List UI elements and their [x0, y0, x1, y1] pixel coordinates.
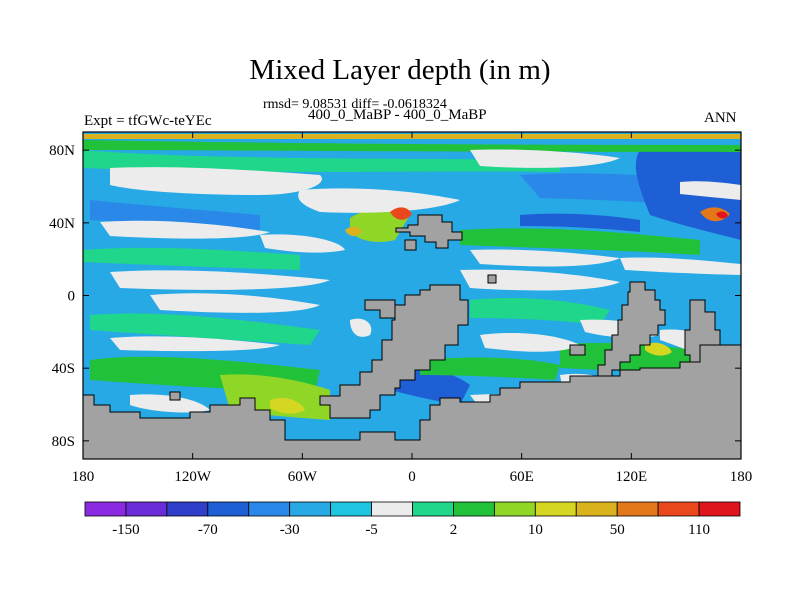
rmsd-diff-stats: rmsd= 9.08531 diff= -0.0618324 [263, 97, 447, 112]
land-small-island [404, 239, 417, 251]
x-tick-label: 60E [510, 469, 534, 485]
colorbar-swatch [207, 501, 250, 517]
atlantic-yellow [345, 226, 362, 236]
colorbar-swatch [125, 501, 168, 517]
colorbar-swatch [534, 501, 577, 517]
colorbar-label: -150 [112, 522, 140, 538]
colorbar-swatch [330, 501, 372, 517]
map-field [83, 132, 741, 459]
colorbar-swatch [453, 501, 495, 517]
colorbar-swatch [371, 501, 413, 517]
x-axis: 180 120W 60W 0 60E 120E 180 [72, 132, 753, 485]
colorbar-swatch [412, 501, 454, 517]
north-green-band [83, 150, 560, 172]
colorbar-label: 50 [610, 522, 625, 538]
mid-pacific-green [460, 228, 700, 255]
kuroshio-blue [520, 213, 640, 232]
colorbar-label: 110 [688, 522, 710, 538]
colorbar-label: -70 [198, 522, 218, 538]
colorbar-swatch [166, 501, 209, 517]
north-band-blue [90, 200, 260, 230]
land-tiny-island [487, 274, 497, 284]
x-tick-label: 120W [174, 469, 212, 485]
colorbar-label: -5 [365, 522, 378, 538]
southern-yellow [270, 398, 305, 414]
land-europe-mass [395, 214, 463, 249]
colorbar-swatch [84, 501, 127, 517]
x-tick-label: 60W [288, 469, 318, 485]
x-tick-label: 180 [72, 469, 95, 485]
colorbar: -150 -70 -30 -5 2 10 50 110 [84, 501, 741, 538]
colorbar-swatch [248, 501, 291, 517]
colorbar-swatch [657, 501, 700, 517]
y-tick-label: 40N [49, 216, 75, 232]
arctic-green-band [83, 140, 741, 152]
land-small-east-island [569, 344, 586, 356]
colorbar-swatch [698, 501, 741, 517]
colorbar-swatch [575, 501, 618, 517]
colorbar-label: -30 [280, 522, 300, 538]
land-antarctica [83, 344, 741, 459]
land-southern-continent-arm [319, 284, 469, 419]
colorbar-swatch [493, 501, 536, 517]
land-masks [83, 214, 741, 459]
gulf-stream-red [390, 207, 412, 220]
y-tick-label: 80N [49, 143, 75, 159]
indian-yellow [645, 342, 672, 356]
land-antarctic-islet [169, 391, 181, 401]
colorbar-swatch [616, 501, 659, 517]
y-tick-label: 40S [52, 361, 75, 377]
south-atlantic-green [420, 357, 560, 380]
land-coastal-patch [364, 299, 396, 319]
annual-label: ANN [704, 110, 737, 126]
tropical-green-west [83, 247, 300, 270]
x-tick-label: 0 [408, 469, 416, 485]
chart-title: Mixed Layer depth (in m) [249, 54, 551, 86]
land-eastern-arm [597, 281, 666, 379]
south-band-green [90, 313, 320, 345]
north-pacific-red [716, 211, 728, 219]
x-tick-label: 180 [730, 469, 753, 485]
chart-subtitle: 400_0_MaBP - 400_0_MaBP [308, 107, 487, 123]
x-tick-label: 120E [615, 469, 647, 485]
y-tick-label: 0 [68, 289, 76, 305]
equatorial-green [470, 298, 610, 325]
white-near-zero-regions [100, 149, 741, 413]
y-axis: 80N 40N 0 40S 80S [49, 143, 741, 450]
colorbar-swatch [289, 501, 332, 517]
colorbar-label: 2 [450, 522, 458, 538]
colorbar-label: 10 [528, 522, 543, 538]
y-tick-label: 80S [52, 434, 75, 450]
experiment-label: Expt = tfGWc-teYEc [84, 113, 212, 129]
